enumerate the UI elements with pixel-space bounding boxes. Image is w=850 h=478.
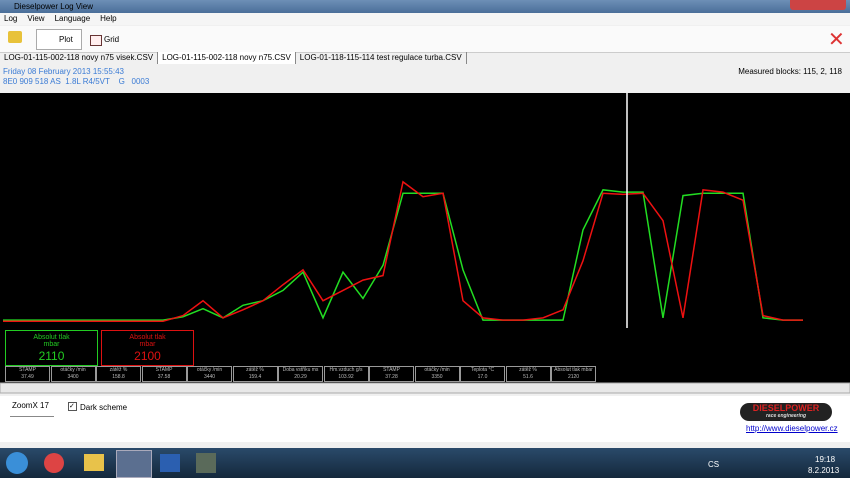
gauge-label: Absolut tlak: [129, 334, 166, 341]
cell-label: Absolut tlak mbar: [554, 367, 593, 373]
menu-bar: Log View Language Help: [0, 13, 850, 25]
dark-scheme-label: Dark scheme: [80, 403, 128, 412]
cell-label: zátěž %: [519, 367, 537, 373]
value-cell: otáčky /min 3400: [50, 366, 96, 382]
grid-button[interactable]: Grid: [104, 35, 120, 44]
website-link[interactable]: http://www.dieselpower.cz: [746, 424, 838, 433]
zoom-label: ZoomX 17: [12, 401, 49, 410]
plot-area: [0, 93, 850, 394]
window-buttons[interactable]: [790, 0, 846, 10]
gauge: Absolut tlak mbar 2110: [5, 330, 98, 366]
cell-value: 17.0: [477, 374, 488, 380]
logo-tagline: race engineering: [765, 413, 806, 419]
cell-value: 3350: [431, 374, 443, 380]
cell-value: 3440: [203, 374, 216, 380]
cell-value: 2120: [567, 374, 580, 380]
plot-background: [0, 93, 850, 383]
word-icon[interactable]: [160, 454, 180, 472]
cell-label: otáčky /min: [424, 367, 450, 373]
toolbar: Plot Grid ✕: [0, 26, 850, 53]
logo: DIESELPOWER race engineering: [740, 403, 832, 421]
window-title: Dieselpower Log View: [14, 2, 94, 11]
clock-date: 8.2.2013: [808, 466, 840, 475]
grid-icon: [90, 35, 102, 46]
logview-icon[interactable]: [196, 453, 216, 473]
data-line: [3, 189, 803, 321]
value-cell: zátěž % 51.6: [505, 366, 551, 382]
bottom-panel: ZoomX 17 ✓ Dark scheme DIESELPOWER race …: [0, 396, 850, 442]
cell-label: Hm.vzduch g/s: [329, 367, 363, 373]
measured-blocks: Measured blocks: 115, 2, 118: [738, 67, 842, 76]
value-cell: otáčky /min 3350: [414, 366, 460, 382]
title-bar: Dieselpower Log View: [0, 0, 850, 13]
zoom-slider[interactable]: [10, 416, 54, 417]
value-cell: STAMP 37.49: [5, 366, 50, 382]
value-cell: STAMP 37.58: [141, 366, 187, 382]
dark-scheme-checkbox[interactable]: ✓: [68, 402, 77, 411]
value-cell: zátěž % 159.4: [232, 366, 278, 382]
language[interactable]: CS: [708, 460, 720, 469]
chrome-icon[interactable]: [44, 453, 64, 473]
scrollbar[interactable]: [0, 382, 850, 394]
cell-label: STAMP: [155, 367, 173, 373]
gauge: Absolut tlak mbar 2100: [101, 330, 194, 366]
cell-value: 20.29: [294, 374, 307, 380]
plot-label: Plot: [59, 35, 73, 44]
cell-value: 51.6: [523, 374, 533, 380]
cell-label: Doba vstřiku ms: [282, 367, 319, 373]
app-icon[interactable]: [116, 450, 152, 478]
cell-value: 37.49: [21, 374, 34, 380]
cell-value: 158.8: [112, 374, 125, 380]
cell-value: 103.92: [338, 374, 354, 380]
value-cell: Teplota °C 17.0: [460, 366, 505, 382]
cell-label: Teplota °C: [470, 367, 495, 373]
gauge-value: 2110: [38, 349, 65, 363]
close-button[interactable]: ✕: [828, 29, 845, 51]
cell-label: zátěž %: [109, 367, 128, 373]
tab[interactable]: LOG-01-118-115-114 test regulace turba.C…: [296, 52, 467, 64]
open-icon[interactable]: [8, 31, 22, 43]
logo-name: DIESELPOWER: [752, 403, 820, 413]
value-cell: Doba vstřiku ms 20.29: [278, 366, 323, 382]
cell-label: zátěž %: [246, 367, 264, 373]
value-cell: otáčky /min 3440: [187, 366, 232, 382]
cell-value: 37.58: [157, 374, 171, 380]
value-cell: Absolut tlak mbar 2120: [551, 366, 596, 382]
cell-label: otáčky /min: [60, 367, 86, 373]
tab-strip: LOG-01-115-002-118 novy n75 visek.CSV LOG…: [0, 52, 850, 64]
cell-label: otáčky /min: [196, 367, 223, 373]
menu-item[interactable]: Language: [54, 14, 91, 23]
taskbar: CS 19:18 8.2.2013: [0, 448, 850, 478]
cell-value: 159.4: [248, 374, 262, 380]
clock-time: 19:18: [815, 455, 836, 464]
cell-value: 37.28: [385, 374, 398, 380]
ecu-info: 8E0 909 518 AS 1.8L R4/5VT G 0003: [3, 77, 150, 86]
menu-item[interactable]: Help: [100, 14, 117, 23]
gauge-value: 2100: [134, 349, 161, 363]
plot-button[interactable]: Plot: [36, 29, 82, 50]
value-cell: zátěž % 158.8: [96, 366, 141, 382]
data-line: [3, 180, 803, 323]
cell-value: 3400: [67, 374, 79, 380]
menu-item[interactable]: View: [27, 14, 45, 23]
log-date: Friday 08 February 2013 15:55:43: [3, 67, 124, 76]
menu-item[interactable]: Log: [4, 14, 18, 23]
tab[interactable]: LOG-01-115-002-118 novy n75.CSV: [158, 52, 296, 64]
gauge-label: Absolut tlak: [33, 334, 70, 341]
gauge-unit: mbar: [43, 341, 60, 348]
explorer-icon[interactable]: [84, 454, 104, 471]
value-cell: STAMP 37.28: [369, 366, 414, 382]
value-cell: Hm.vzduch g/s 103.92: [323, 366, 369, 382]
gauge-unit: mbar: [139, 341, 156, 348]
start-button[interactable]: [6, 452, 28, 474]
cell-label: STAMP: [19, 367, 36, 373]
tab[interactable]: LOG-01-115-002-118 novy n75 visek.CSV: [0, 52, 159, 64]
cell-label: STAMP: [383, 367, 400, 373]
